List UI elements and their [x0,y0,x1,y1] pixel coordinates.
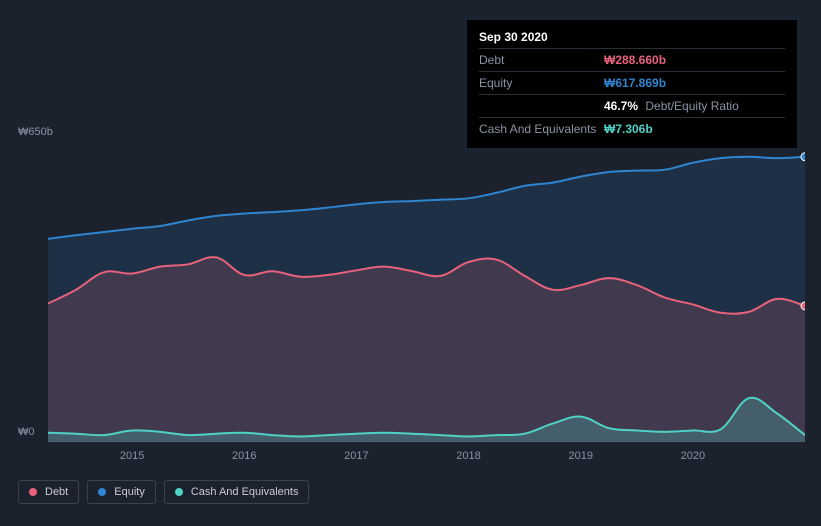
tooltip-row-value: ₩617.869b [604,74,666,92]
area-chart-svg [48,142,805,442]
tooltip-row: 46.7% Debt/Equity Ratio [479,94,785,117]
tooltip-row-value: ₩7.306b [604,120,653,138]
debt-end-marker [801,302,805,310]
x-axis-label: 2017 [344,450,368,462]
equity-legend-dot [98,488,106,496]
tooltip-date: Sep 30 2020 [479,28,785,46]
y-axis-label: ₩0 [18,426,35,438]
x-axis-label: 2015 [120,450,144,462]
tooltip-row-value: 46.7% Debt/Equity Ratio [604,97,739,115]
legend-label: Debt [45,486,68,498]
tooltip-row-label: Cash And Equivalents [479,120,604,138]
tooltip-row: Cash And Equivalents₩7.306b [479,117,785,140]
x-axis-label: 2016 [232,450,256,462]
tooltip-panel: Sep 30 2020 Debt₩288.660bEquity₩617.869b… [467,20,797,148]
legend-label: Cash And Equivalents [191,486,299,498]
tooltip-row-suffix: Debt/Equity Ratio [642,99,739,113]
legend-label: Equity [114,486,145,498]
tooltip-row-value: ₩288.660b [604,51,666,69]
x-axis-label: 2018 [456,450,480,462]
cash-legend-dot [175,488,183,496]
x-axis-label: 2020 [681,450,705,462]
tooltip-row-label: Equity [479,74,604,92]
legend-item-equity[interactable]: Equity [87,480,156,504]
tooltip-row: Debt₩288.660b [479,48,785,71]
x-axis-label: 2019 [568,450,592,462]
y-axis-label: ₩650b [18,126,53,138]
legend: Debt Equity Cash And Equivalents [18,480,309,504]
tooltip-row-label: Debt [479,51,604,69]
debt-legend-dot [29,488,37,496]
tooltip-row: Equity₩617.869b [479,71,785,94]
legend-item-debt[interactable]: Debt [18,480,79,504]
chart-area [48,142,805,442]
equity-end-marker [801,153,805,161]
legend-item-cash[interactable]: Cash And Equivalents [164,480,310,504]
tooltip-row-label [479,97,604,115]
